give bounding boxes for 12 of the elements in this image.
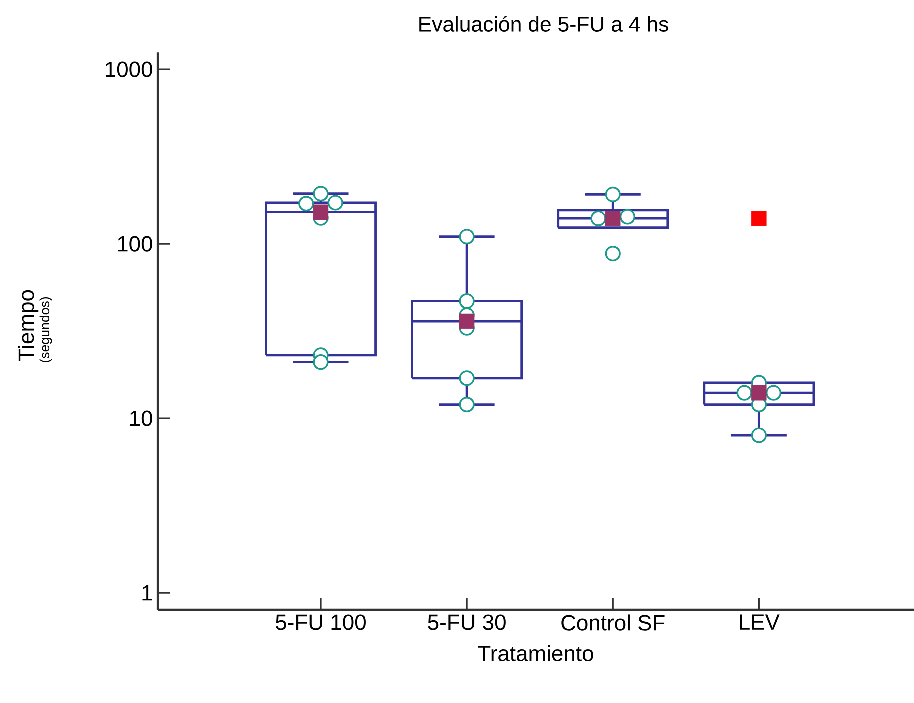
- x-tick-label: 5-FU 30: [428, 614, 506, 630]
- y-tick-label: 1000: [106, 62, 152, 78]
- x-tick-label: Control SF: [562, 614, 665, 631]
- y-tick-label: 100: [118, 236, 152, 252]
- x-tick-label: 5-FU 100: [276, 614, 366, 630]
- x-tick-label: LEV: [740, 614, 780, 630]
- y-tick-label: 10: [130, 410, 152, 426]
- y-tick-label: 1: [142, 586, 152, 601]
- text: (segundos): [40, 297, 52, 363]
- x-axis-title: Tratamiento: [478, 645, 594, 662]
- chart-title: Evaluación de 5-FU a 4 hs: [420, 16, 668, 32]
- y-axis-title: Tiempo: [18, 290, 39, 362]
